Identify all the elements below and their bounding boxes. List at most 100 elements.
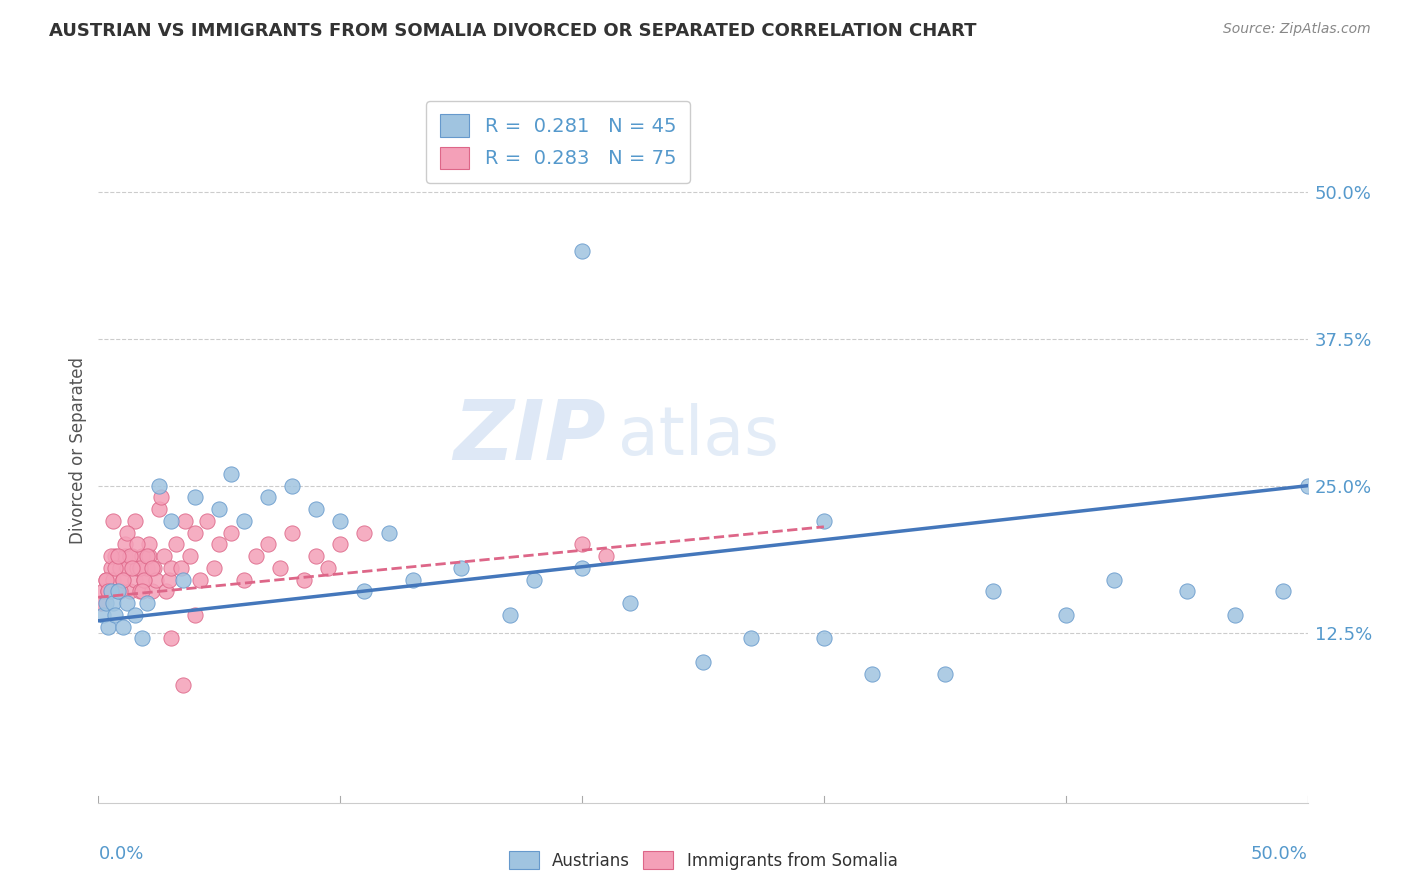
- Point: [152, 549, 174, 564]
- Point: [498, 607, 520, 622]
- Point: [94, 573, 117, 587]
- Point: [692, 655, 714, 669]
- Point: [571, 537, 593, 551]
- Point: [150, 491, 173, 505]
- Point: [1272, 584, 1295, 599]
- Point: [184, 607, 207, 622]
- Point: [232, 514, 254, 528]
- Point: [124, 514, 146, 528]
- Point: [188, 573, 211, 587]
- Y-axis label: Divorced or Separated: Divorced or Separated: [69, 357, 87, 544]
- Point: [111, 619, 134, 633]
- Point: [860, 666, 883, 681]
- Point: [232, 573, 254, 587]
- Point: [1223, 607, 1246, 622]
- Point: [981, 584, 1004, 599]
- Point: [595, 549, 617, 564]
- Point: [813, 514, 835, 528]
- Point: [91, 584, 114, 599]
- Point: [143, 561, 166, 575]
- Point: [740, 632, 762, 646]
- Point: [305, 549, 328, 564]
- Point: [91, 607, 114, 622]
- Point: [160, 514, 183, 528]
- Text: 0.0%: 0.0%: [98, 845, 143, 863]
- Text: 50.0%: 50.0%: [1251, 845, 1308, 863]
- Point: [184, 525, 207, 540]
- Point: [100, 584, 122, 599]
- Point: [134, 573, 156, 587]
- Point: [97, 584, 120, 599]
- Point: [145, 573, 167, 587]
- Point: [221, 467, 243, 481]
- Point: [118, 584, 141, 599]
- Point: [195, 514, 218, 528]
- Point: [281, 525, 304, 540]
- Point: [90, 596, 112, 610]
- Point: [121, 561, 143, 575]
- Point: [127, 537, 149, 551]
- Point: [108, 584, 131, 599]
- Point: [135, 561, 157, 575]
- Point: [148, 502, 170, 516]
- Point: [97, 584, 120, 599]
- Point: [101, 573, 124, 587]
- Text: Source: ZipAtlas.com: Source: ZipAtlas.com: [1223, 22, 1371, 37]
- Point: [141, 561, 163, 575]
- Legend: Austrians, Immigrants from Somalia: Austrians, Immigrants from Somalia: [502, 845, 904, 877]
- Point: [281, 478, 304, 492]
- Point: [108, 561, 131, 575]
- Point: [114, 549, 136, 564]
- Point: [353, 584, 375, 599]
- Point: [204, 561, 226, 575]
- Point: [114, 537, 136, 551]
- Point: [221, 525, 243, 540]
- Legend: R =  0.281   N = 45, R =  0.283   N = 75: R = 0.281 N = 45, R = 0.283 N = 75: [426, 101, 689, 183]
- Point: [292, 573, 315, 587]
- Point: [107, 584, 129, 599]
- Point: [174, 514, 197, 528]
- Point: [111, 573, 134, 587]
- Point: [316, 561, 339, 575]
- Point: [157, 573, 180, 587]
- Point: [165, 537, 187, 551]
- Point: [813, 632, 835, 646]
- Point: [377, 525, 399, 540]
- Point: [172, 573, 194, 587]
- Point: [118, 549, 141, 564]
- Point: [160, 632, 183, 646]
- Point: [141, 584, 163, 599]
- Point: [117, 596, 139, 610]
- Point: [1102, 573, 1125, 587]
- Point: [101, 514, 124, 528]
- Point: [104, 561, 127, 575]
- Point: [523, 573, 546, 587]
- Point: [571, 244, 593, 258]
- Point: [256, 491, 278, 505]
- Point: [134, 573, 156, 587]
- Point: [269, 561, 291, 575]
- Point: [94, 596, 117, 610]
- Point: [571, 561, 593, 575]
- Text: atlas: atlas: [619, 403, 779, 469]
- Point: [135, 549, 157, 564]
- Point: [256, 537, 278, 551]
- Point: [104, 549, 127, 564]
- Point: [117, 561, 139, 575]
- Point: [100, 561, 122, 575]
- Point: [128, 584, 150, 599]
- Point: [131, 549, 153, 564]
- Point: [160, 561, 183, 575]
- Point: [97, 619, 120, 633]
- Point: [353, 525, 375, 540]
- Point: [179, 549, 201, 564]
- Point: [131, 632, 153, 646]
- Point: [172, 678, 194, 692]
- Point: [101, 596, 124, 610]
- Point: [100, 549, 122, 564]
- Point: [107, 549, 129, 564]
- Point: [138, 537, 160, 551]
- Point: [184, 491, 207, 505]
- Point: [1175, 584, 1198, 599]
- Point: [450, 561, 472, 575]
